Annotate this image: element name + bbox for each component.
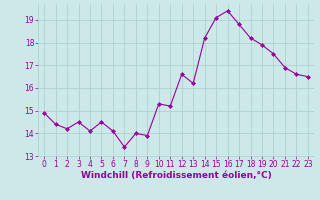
X-axis label: Windchill (Refroidissement éolien,°C): Windchill (Refroidissement éolien,°C) (81, 171, 271, 180)
